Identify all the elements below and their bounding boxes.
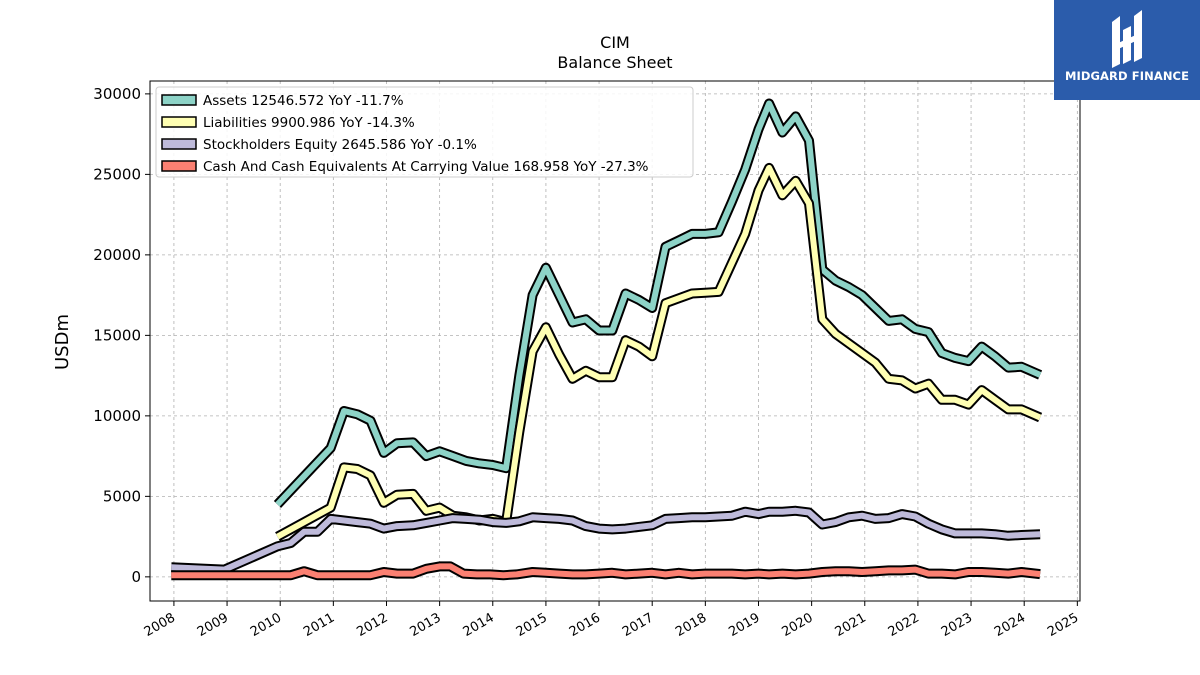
chart-subtitle: Balance Sheet [557, 53, 672, 72]
legend-swatch [161, 116, 197, 128]
x-tick-label: 2012 [354, 610, 390, 640]
x-tick-label: 2010 [248, 610, 284, 640]
y-ticks: 0 5000 10000 15000 20000 25000 30000 [93, 85, 150, 586]
x-tick-label: 2015 [514, 610, 550, 640]
y-tick-label: 5000 [103, 487, 141, 505]
x-tick-label: 2021 [833, 610, 869, 640]
x-tick-label: 2009 [195, 610, 231, 640]
x-tick-label: 2018 [673, 610, 709, 640]
y-axis-label: USDm [52, 314, 73, 370]
legend-label: Assets 12546.572 YoY -11.7% [203, 93, 404, 109]
legend-label: Liabilities 9900.986 YoY -14.3% [203, 115, 415, 131]
logo-text: MIDGARD FINANCE [1064, 69, 1190, 83]
x-tick-label: 2017 [620, 610, 656, 640]
x-tick-label: 2025 [1045, 610, 1081, 640]
legend-box [155, 86, 694, 178]
series-line [276, 164, 1042, 540]
y-tick-label: 0 [131, 568, 141, 586]
legend: Assets 12546.572 YoY -11.7% Liabilities 9… [155, 86, 694, 178]
x-tick-label: 2024 [992, 610, 1028, 640]
y-tick-label: 15000 [93, 326, 141, 344]
x-tick-label: 2020 [779, 610, 815, 640]
series-line [171, 563, 1041, 579]
legend-swatch [161, 138, 197, 150]
legend-label: Stockholders Equity 2645.586 YoY -0.1% [203, 137, 477, 153]
x-ticks: 2008 2009 2010 2011 2012 2013 2014 2015 2016 2017… [142, 601, 1081, 640]
x-tick-label: 2023 [939, 610, 975, 640]
x-tick-label: 2013 [407, 610, 443, 640]
plot-frame [149, 80, 1081, 602]
series-lines [171, 98, 1043, 581]
y-tick-label: 20000 [93, 246, 141, 264]
y-tick-label: 30000 [93, 85, 141, 103]
chart-title: CIM [600, 33, 630, 52]
x-tick-label: 2016 [567, 610, 603, 640]
x-tick-label: 2008 [142, 610, 178, 640]
series-line [275, 100, 1042, 507]
series-line [171, 507, 1041, 573]
midgard-finance-logo: MIDGARD FINANCE [1054, 0, 1200, 100]
x-tick-label: 2022 [886, 610, 922, 640]
legend-label: Cash And Cash Equivalents At Carrying Va… [203, 159, 649, 175]
x-tick-label: 2014 [461, 610, 497, 640]
y-tick-label: 10000 [93, 407, 141, 425]
logo-mark-icon [1112, 10, 1142, 68]
x-tick-label: 2019 [726, 610, 762, 640]
y-tick-label: 25000 [93, 165, 141, 183]
series-outline [275, 162, 1043, 541]
legend-swatch [161, 94, 197, 106]
legend-swatch [161, 160, 197, 172]
x-tick-label: 2011 [301, 610, 337, 640]
